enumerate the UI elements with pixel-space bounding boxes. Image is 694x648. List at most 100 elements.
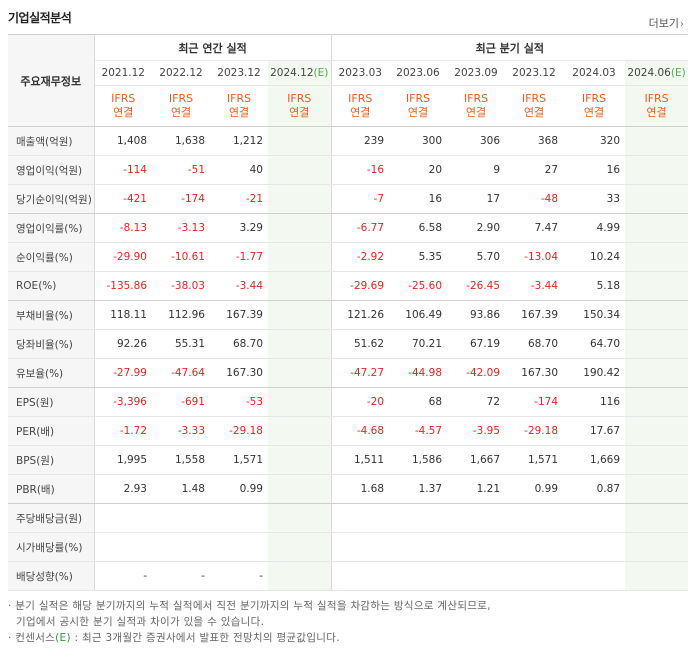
table-cell	[625, 213, 689, 243]
ifrs-tag: IFRS 연결	[152, 85, 210, 127]
table-cell	[268, 329, 332, 359]
table-cell: 10.24	[563, 242, 626, 272]
table-cell	[268, 532, 332, 562]
period-label: 2023.06	[396, 67, 440, 79]
table-cell	[389, 503, 448, 533]
more-link[interactable]: 더보기›	[649, 15, 684, 31]
more-label: 더보기	[648, 17, 679, 30]
table-cell: -29.69	[331, 271, 390, 301]
table-cell: 3.29	[210, 213, 268, 243]
period-label: 2023.03	[338, 67, 382, 79]
table-cell	[268, 358, 332, 388]
table-cell: -1.77	[210, 242, 268, 272]
table-cell: -29.90	[94, 242, 152, 272]
table-cell	[625, 126, 689, 156]
period-header: 2023.12	[505, 60, 564, 86]
table-cell	[268, 242, 332, 272]
table-cell: 167.30	[505, 358, 564, 388]
ifrs-label: IFRS	[644, 92, 669, 105]
table-cell	[94, 532, 152, 562]
table-cell: -29.18	[210, 416, 268, 446]
table-cell: 1,558	[152, 445, 210, 475]
table-cell	[152, 532, 210, 562]
period-label: 2024.06	[627, 67, 671, 79]
chevron-right-icon: ›	[680, 19, 684, 30]
table-cell	[152, 503, 210, 533]
table-cell: -3.44	[210, 271, 268, 301]
annual-group-header: 최근 연간 실적	[94, 34, 332, 61]
table-cell: 150.34	[563, 300, 626, 330]
table-cell	[625, 416, 689, 446]
table-cell: -8.13	[94, 213, 152, 243]
table-cell: -3,396	[94, 387, 152, 417]
table-cell: -42.09	[447, 358, 506, 388]
table-cell: 118.11	[94, 300, 152, 330]
table-cell: -48	[505, 184, 564, 214]
table-cell	[389, 532, 448, 562]
table-cell: 5.18	[563, 271, 626, 301]
ifrs-label: IFRS	[111, 92, 136, 105]
table-cell	[625, 445, 689, 475]
ifrs-tag: IFRS 연결	[563, 85, 626, 127]
section-title: 기업실적분석	[8, 11, 72, 25]
table-cell: 1.37	[389, 474, 448, 504]
table-row: EPS(원) -3,396 -691 -53 -20 68 72 -174 116	[8, 387, 689, 417]
estimate-mark: (E)	[313, 67, 329, 79]
table-cell: 167.39	[505, 300, 564, 330]
table-cell	[447, 503, 506, 533]
ifrs-tag: IFRS 연결	[389, 85, 448, 127]
table-row: 순이익률(%) -29.90 -10.61 -1.77 -2.92 5.35 5.70 -13…	[8, 242, 689, 272]
table-cell: 368	[505, 126, 564, 156]
table-cell: 7.47	[505, 213, 564, 243]
period-label: 2023.12	[217, 67, 261, 79]
table-cell: 306	[447, 126, 506, 156]
table-cell: -691	[152, 387, 210, 417]
table-cell	[268, 445, 332, 475]
table-cell: -29.18	[505, 416, 564, 446]
table-cell: 167.30	[210, 358, 268, 388]
table-row: ROE(%) -135.86 -38.03 -3.44 -29.69 -25.60 -26.…	[8, 271, 689, 301]
table-cell	[210, 532, 268, 562]
table-cell: -21	[210, 184, 268, 214]
table-cell	[331, 561, 390, 591]
table-cell	[625, 358, 689, 388]
table-cell: -4.68	[331, 416, 390, 446]
table-row: 시가배당률(%)	[8, 532, 689, 562]
table-row: 배당성향(%) - - -	[8, 561, 689, 591]
table-row: 영업이익(억원) -114 -51 40 -16 20 9 27 16	[8, 155, 689, 185]
row-label: 매출액(억원)	[8, 126, 95, 156]
period-header: 2022.12	[152, 60, 210, 86]
table-cell: 300	[389, 126, 448, 156]
table-cell	[625, 387, 689, 417]
table-cell: 1,571	[505, 445, 564, 475]
period-header: 2023.09	[447, 60, 506, 86]
period-label: 2024.03	[572, 67, 616, 79]
table-cell	[94, 503, 152, 533]
table-row: PBR(배) 2.93 1.48 0.99 1.68 1.37 1.21 0.99 0.87	[8, 474, 689, 504]
row-label: 유보율(%)	[8, 358, 95, 388]
table-cell: 0.99	[210, 474, 268, 504]
row-label: 배당성향(%)	[8, 561, 95, 591]
table-cell: -47.64	[152, 358, 210, 388]
table-cell	[268, 561, 332, 591]
footnote-2: · 컨센서스(E) : 최근 3개월간 증권사에서 발표한 전망치의 평균값입니…	[8, 630, 491, 646]
table-cell	[268, 416, 332, 446]
period-header: 2024.06(E)	[625, 60, 689, 86]
row-label-header: 주요재무정보	[8, 34, 95, 127]
table-cell: 40	[210, 155, 268, 185]
row-label: 영업이익(억원)	[8, 155, 95, 185]
ifrs-tag: IFRS 연결	[447, 85, 506, 127]
row-label: 시가배당률(%)	[8, 532, 95, 562]
table-cell	[268, 213, 332, 243]
ifrs-tag: IFRS 연결	[268, 85, 332, 127]
table-cell	[625, 242, 689, 272]
table-cell	[625, 561, 689, 591]
table-cell	[389, 561, 448, 591]
row-label: EPS(원)	[8, 387, 95, 417]
table-cell: -7	[331, 184, 390, 214]
period-label: 2024.12	[270, 67, 314, 79]
table-cell: -3.13	[152, 213, 210, 243]
consolidated-label: 연결	[289, 106, 310, 119]
table-cell	[563, 561, 626, 591]
